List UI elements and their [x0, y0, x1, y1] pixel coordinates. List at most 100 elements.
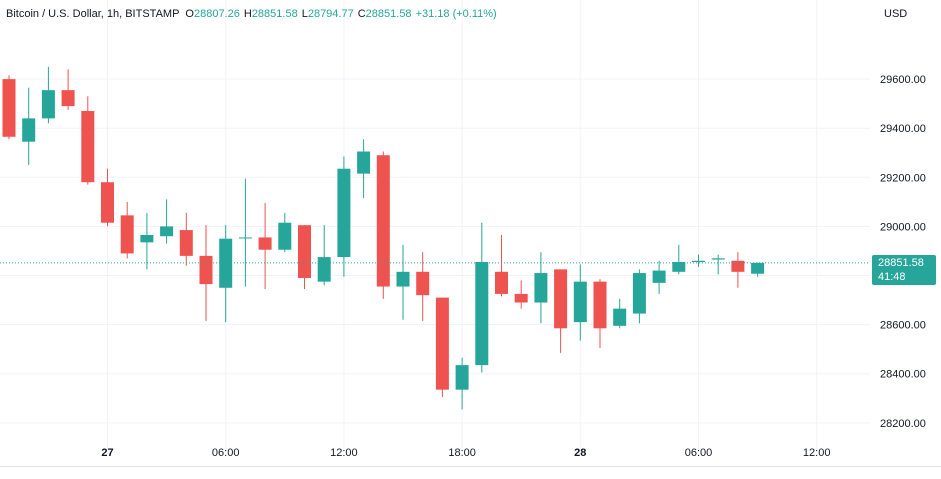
grid-layer [0, 0, 870, 450]
bar-countdown: 41:48 [878, 270, 906, 283]
last-price-tag: 28851.58 41:48 [872, 254, 936, 285]
candle [298, 225, 311, 290]
candle [81, 96, 95, 185]
candle [41, 66, 55, 124]
candle-body [179, 230, 193, 256]
candle-body [593, 281, 607, 329]
candle [455, 357, 469, 410]
candle [534, 252, 548, 324]
candle-body [534, 273, 548, 303]
candle-body [731, 260, 745, 272]
candle-body [337, 168, 351, 258]
candle [219, 225, 233, 323]
candle [692, 254, 705, 267]
candle [731, 252, 745, 288]
candle [554, 269, 568, 353]
y-tick-label: 28600.00 [880, 320, 926, 332]
candle [61, 69, 75, 110]
x-tick-label: 12:00 [803, 447, 831, 459]
candle [258, 203, 272, 290]
candle [672, 244, 686, 275]
candle [160, 199, 174, 244]
low-label: L [301, 8, 308, 20]
open-value: 28807.26 [193, 8, 240, 20]
candle-body [613, 308, 627, 326]
candle [751, 262, 765, 277]
open-label: O [185, 8, 194, 20]
x-tick-label: 18:00 [448, 447, 476, 459]
high-label: H [243, 8, 252, 20]
candle [199, 225, 213, 321]
candle [514, 280, 528, 309]
candle [179, 212, 193, 266]
candle-body [514, 293, 528, 303]
candle-body [751, 262, 765, 274]
candle [317, 225, 331, 286]
high-value: 28851.58 [251, 8, 298, 20]
x-tick-label: 28 [574, 447, 586, 459]
candle-body [140, 235, 154, 243]
candle [396, 244, 410, 320]
candle [573, 264, 587, 341]
close-value: 28851.58 [365, 8, 412, 20]
axis-layer: 28200.0028400.0028600.0028800.0029000.00… [0, 74, 941, 467]
candle [632, 269, 646, 324]
y-tick-label: 29400.00 [880, 123, 926, 135]
candle-body [554, 269, 568, 329]
candle-layer [2, 66, 765, 410]
candle [22, 87, 36, 166]
candle-body [435, 297, 449, 390]
candle-body [278, 222, 292, 250]
y-tick-label: 29200.00 [880, 172, 926, 184]
candle-body [711, 258, 725, 260]
y-tick-label: 28400.00 [880, 369, 926, 381]
y-tick-label: 29600.00 [880, 74, 926, 86]
candle [238, 178, 252, 287]
candle-body [652, 270, 666, 283]
symbol-title: Bitcoin / U.S. Dollar, 1h, BITSTAMP [6, 8, 180, 20]
candle-body [632, 273, 646, 314]
candle [435, 297, 449, 398]
y-tick-label: 29000.00 [880, 221, 926, 233]
candle [416, 252, 430, 321]
candle-body [357, 151, 371, 174]
x-tick-label: 06:00 [685, 447, 713, 459]
candle-body [160, 226, 174, 237]
candle [357, 139, 371, 199]
close-label: C [357, 8, 366, 20]
candle-body [199, 255, 213, 285]
candle-body [101, 182, 114, 223]
candle-body [120, 215, 134, 254]
candle [337, 156, 351, 277]
candle-body [61, 90, 75, 107]
x-tick-label: 12:00 [330, 447, 358, 459]
x-tick-label: 06:00 [212, 447, 240, 459]
currency-label[interactable]: USD [884, 8, 908, 20]
candle [140, 212, 154, 270]
candle-body [376, 155, 390, 287]
candle-body [81, 111, 95, 183]
candle [652, 260, 666, 294]
candle-body [258, 237, 272, 250]
candle-body [396, 271, 410, 287]
candle-body [692, 260, 705, 263]
candle-body [2, 79, 16, 137]
candle-body [238, 237, 252, 239]
last-price-value: 28851.58 [878, 256, 924, 269]
candle [278, 212, 292, 253]
candle-body [298, 225, 311, 278]
candle [495, 235, 508, 297]
candle [593, 279, 607, 348]
candle-body [416, 271, 430, 296]
candle-body [495, 271, 508, 294]
y-tick-label: 28200.00 [880, 418, 926, 430]
candle [475, 222, 489, 373]
candle-body [317, 257, 331, 282]
candle-body [672, 262, 686, 272]
candle [2, 75, 16, 140]
change-value: +31.18 (+0.11%) [415, 8, 497, 20]
candle-body [22, 118, 36, 142]
candle-body [475, 262, 489, 366]
